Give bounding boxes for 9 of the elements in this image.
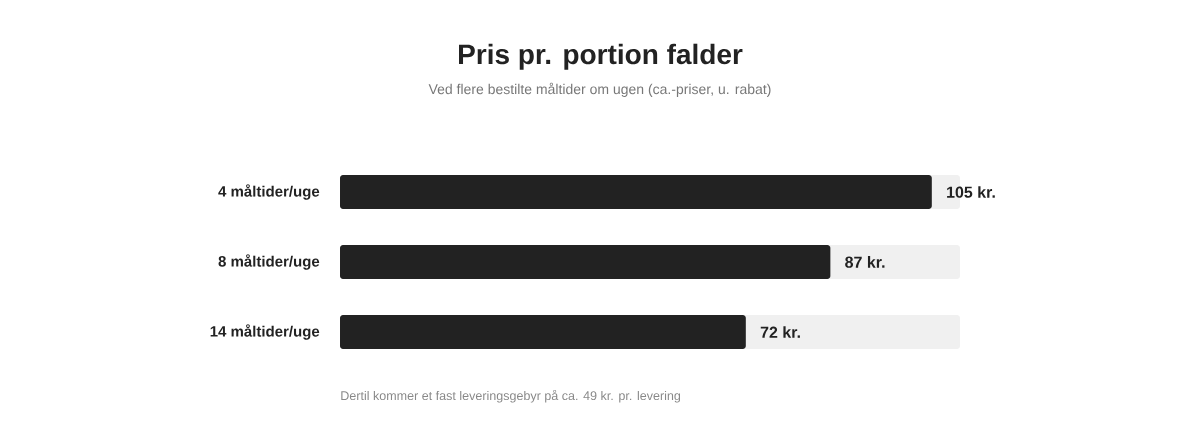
chart-subtitle: Ved flere bestilte måltider om ugen (ca.-priser, u. rabat) [428,82,771,97]
data-label: 87 kr. [845,256,885,268]
text: Dertil kommer et fast leveringsgebyr på ca. 49 kr. pr. levering [341,389,681,403]
data-label: 105 kr. [947,186,995,198]
chart-title: Pris pr. portion falder [459,43,743,70]
y-tick-label: 8 måltider/uge [218,254,320,270]
y-tick-label: 4 måltider/uge [218,184,320,200]
y-tick-label: 14 måltider/uge [210,324,320,340]
data-label: 72 kr. [760,326,800,338]
